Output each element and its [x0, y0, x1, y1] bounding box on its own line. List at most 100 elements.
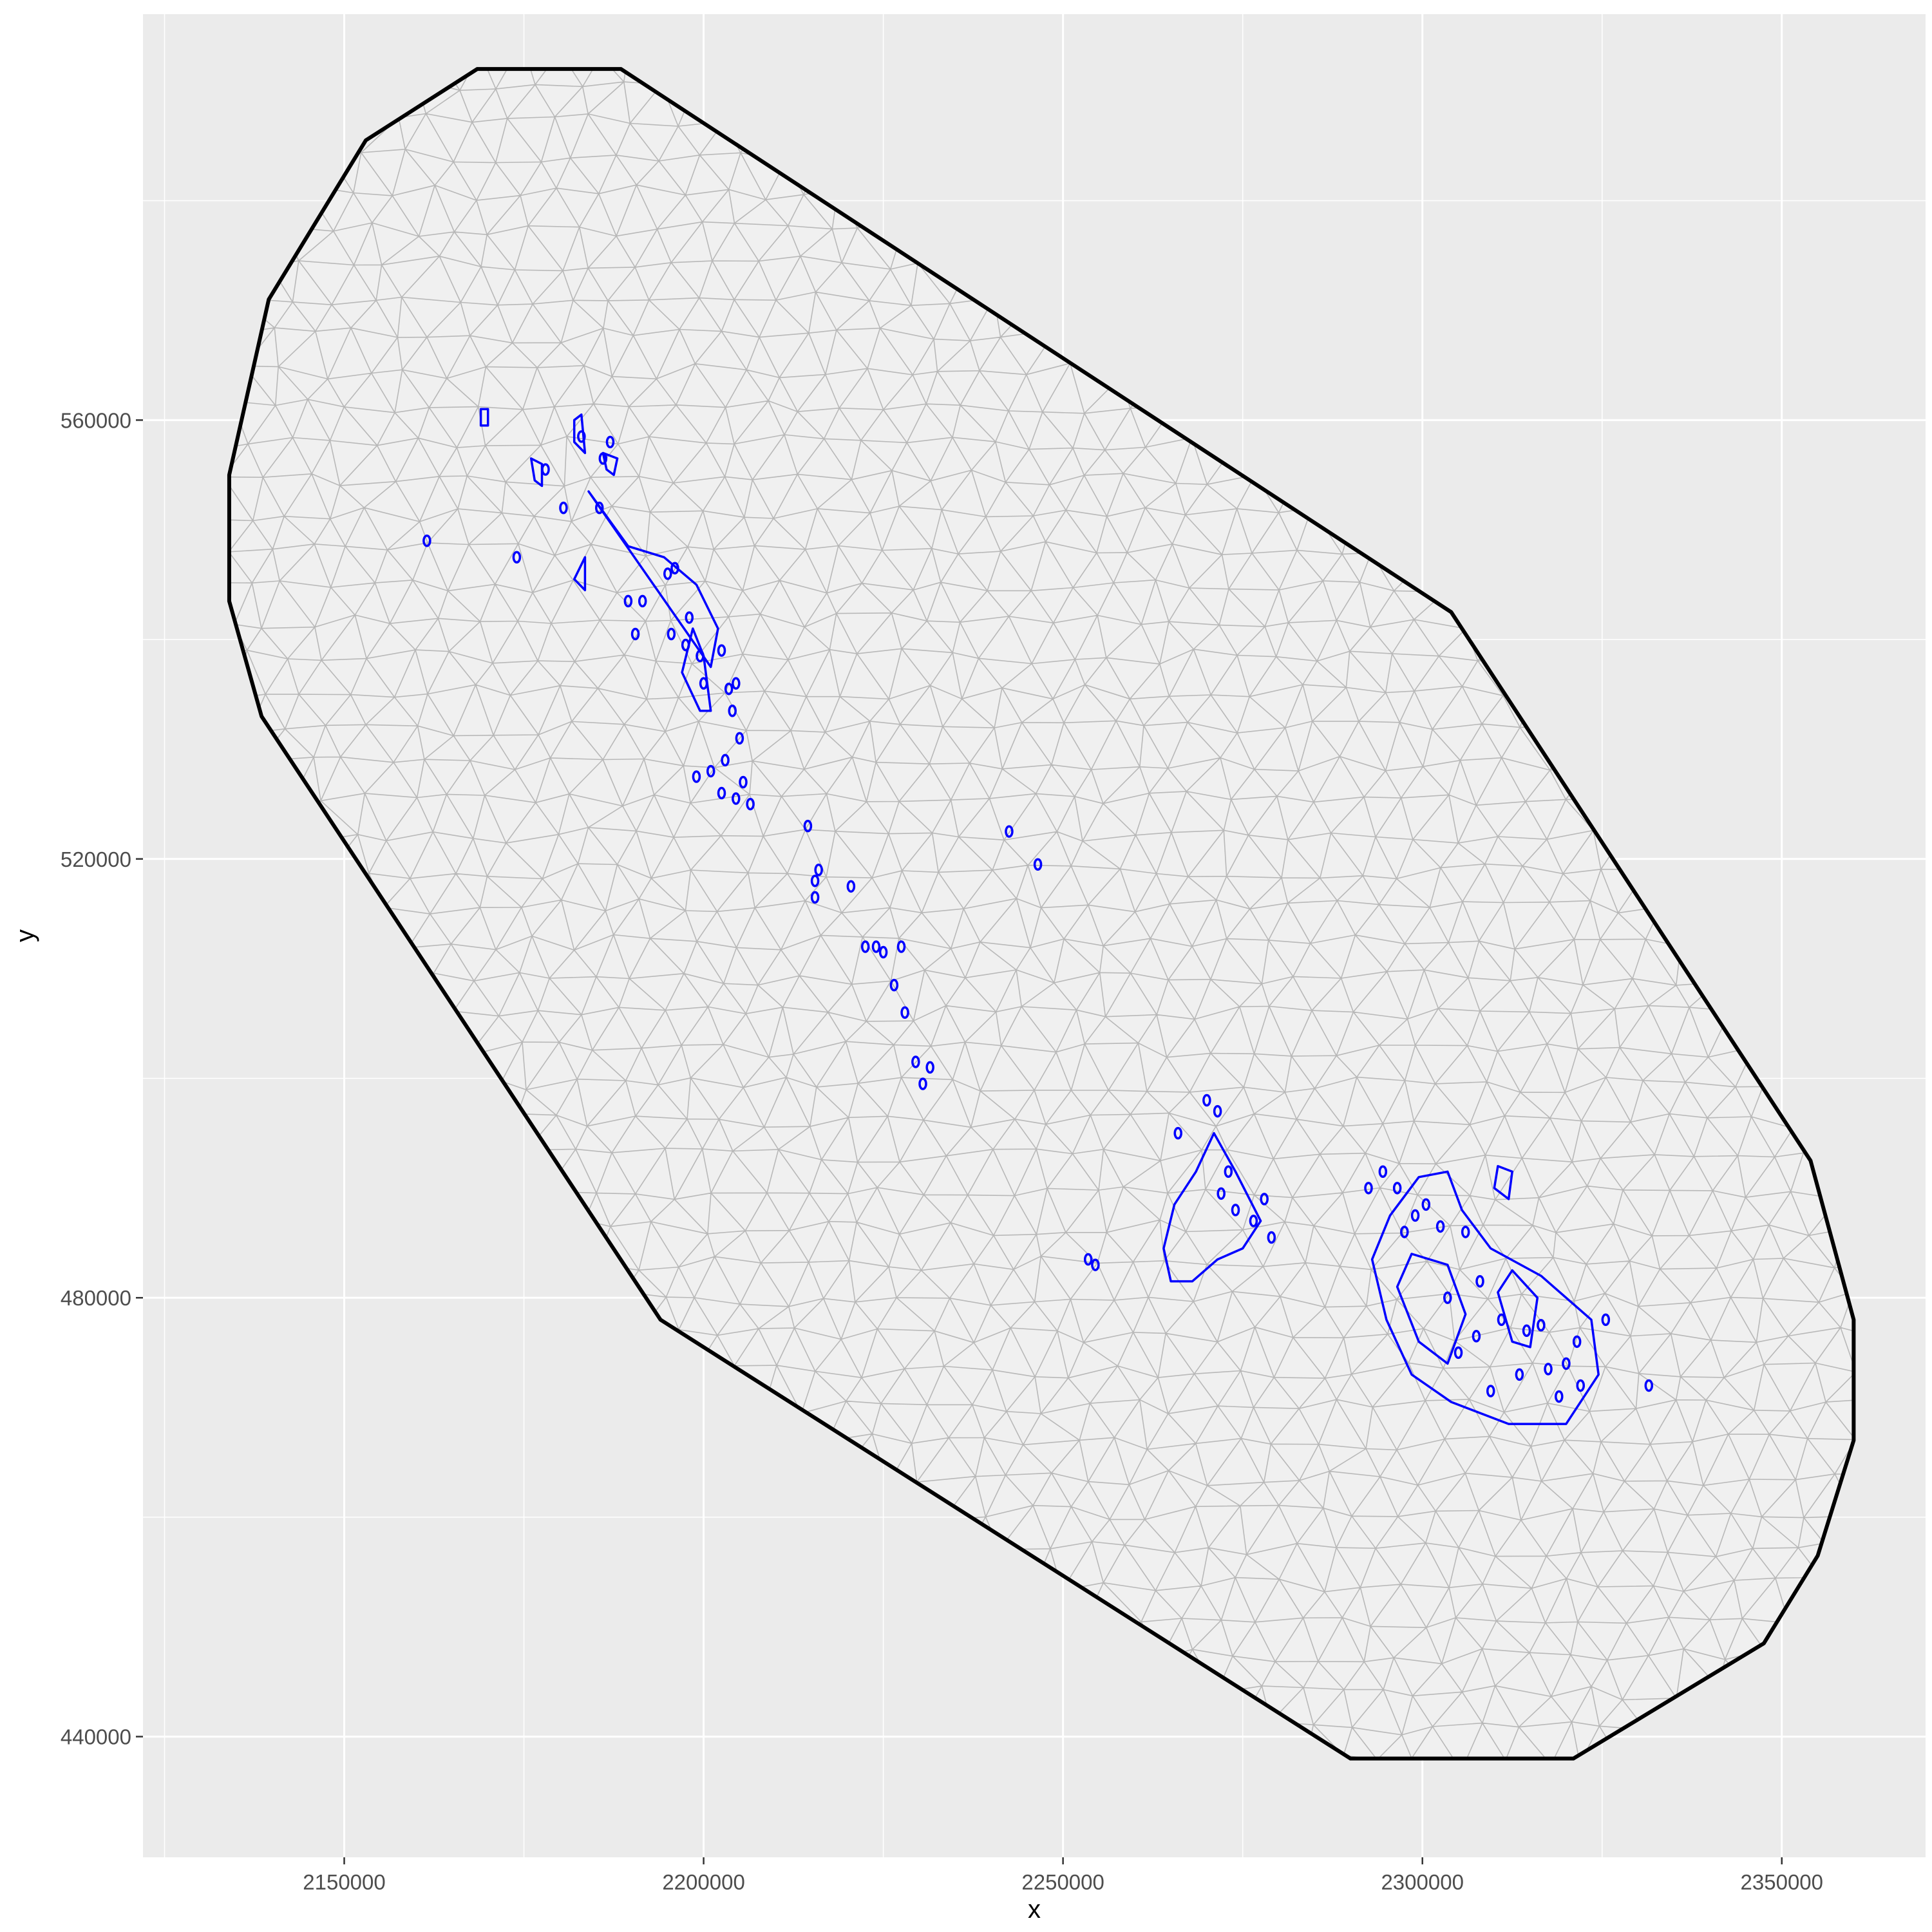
blue-small-polygon — [1461, 1226, 1470, 1238]
y-axis-title: y — [11, 929, 39, 942]
blue-small-polygon — [739, 775, 748, 789]
blue-polygon — [1370, 1170, 1600, 1425]
blue-small-polygon — [896, 940, 906, 953]
blue-small-polygon — [681, 638, 690, 652]
blue-small-polygon — [1202, 1094, 1211, 1107]
blue-small-polygon — [1522, 1324, 1531, 1338]
blue-small-polygon — [1224, 1165, 1233, 1179]
blue-small-polygon — [706, 764, 715, 778]
blue-small-polygon — [717, 786, 726, 800]
blue-small-polygon — [541, 463, 550, 476]
blue-small-polygon — [1392, 1182, 1402, 1195]
blue-small-polygon — [1364, 1182, 1373, 1195]
blue-small-polygon — [900, 1006, 909, 1019]
blue-small-polygon — [911, 1056, 920, 1068]
blue-small-polygon — [667, 627, 676, 641]
blue-small-polygon — [810, 891, 820, 904]
blue-small-polygon — [1572, 1335, 1582, 1349]
blue-small-polygon — [1217, 1187, 1226, 1200]
blue-small-polygon — [846, 880, 856, 893]
blue-small-polygon — [1544, 1363, 1553, 1376]
blue-small-polygon — [724, 682, 734, 696]
y-tick-label: 560000 — [61, 408, 131, 432]
blue-small-polygon — [721, 753, 730, 767]
blue-polygon — [529, 457, 544, 488]
blue-small-polygon — [1555, 1390, 1564, 1403]
blue-small-polygon — [670, 562, 679, 575]
blue-small-polygon — [1091, 1258, 1100, 1271]
blue-small-polygon — [1515, 1368, 1524, 1381]
blue-small-polygon — [717, 644, 726, 657]
blue-small-polygon — [735, 732, 744, 745]
blue-small-polygon — [1537, 1319, 1546, 1332]
blue-small-polygon — [1400, 1226, 1409, 1238]
blue-small-polygon — [1486, 1385, 1495, 1397]
blue-small-polygon — [803, 819, 813, 833]
mesh-boundary — [227, 67, 1856, 1761]
y-tick-label: 520000 — [61, 848, 131, 871]
mesh-fill — [229, 69, 1854, 1759]
x-tick-label: 2200000 — [662, 1870, 744, 1894]
blue-polygons — [422, 408, 1654, 1425]
blue-small-polygon — [1267, 1231, 1276, 1244]
blue-small-polygon — [1475, 1274, 1484, 1288]
blue-small-polygon — [638, 594, 647, 608]
blue-small-polygon — [512, 551, 522, 564]
blue-small-polygon — [1472, 1330, 1481, 1343]
y-tick-label: 440000 — [61, 1725, 131, 1749]
x-tick-label: 2250000 — [1021, 1870, 1104, 1894]
blue-polygon — [1396, 1253, 1467, 1365]
blue-small-polygon — [1562, 1357, 1571, 1370]
blue-polygon — [587, 490, 719, 668]
y-tick-label: 480000 — [61, 1286, 131, 1310]
blue-small-polygon — [577, 430, 586, 443]
blue-small-polygon — [860, 940, 870, 953]
blue-polygon — [479, 408, 489, 427]
blue-small-polygon — [728, 705, 737, 717]
blue-small-polygon — [878, 945, 888, 959]
blue-small-polygon — [889, 978, 899, 992]
blue-small-polygon — [732, 677, 741, 690]
blue-polygon — [601, 451, 619, 477]
blue-small-polygon — [1378, 1165, 1388, 1179]
blue-small-polygon — [1249, 1215, 1258, 1227]
blue-small-polygon — [871, 940, 881, 953]
blue-small-polygon — [1173, 1126, 1182, 1140]
blue-polygon — [573, 413, 587, 455]
blue-small-polygon — [699, 677, 708, 690]
blue-small-polygon — [605, 435, 615, 449]
blue-small-polygon — [1213, 1104, 1222, 1118]
blue-small-polygon — [598, 452, 608, 465]
blue-small-polygon — [1033, 858, 1043, 871]
x-tick-label: 2150000 — [303, 1870, 385, 1894]
blue-small-polygon — [1576, 1379, 1586, 1392]
blue-small-polygon — [692, 770, 701, 783]
blue-small-polygon — [1601, 1313, 1611, 1326]
blue-small-polygon — [1410, 1209, 1420, 1222]
blue-small-polygon — [746, 797, 755, 811]
blue-polygon — [1162, 1132, 1262, 1283]
blue-small-polygon — [696, 649, 705, 663]
blue-small-polygon — [732, 792, 741, 805]
blue-polygon — [573, 556, 587, 592]
blue-small-polygon — [810, 875, 820, 887]
x-tick-label: 2350000 — [1741, 1870, 1823, 1894]
blue-small-polygon — [1231, 1204, 1240, 1217]
blue-polygon — [1493, 1165, 1513, 1200]
blue-small-polygon — [1497, 1313, 1506, 1326]
blue-small-polygon — [1435, 1220, 1445, 1233]
x-tick-label: 2300000 — [1381, 1870, 1463, 1894]
blue-polygon — [1497, 1269, 1539, 1349]
axes: 2150000 2200000 2250000 2300000 2350000 44000… — [61, 408, 1823, 1894]
blue-small-polygon — [918, 1077, 927, 1090]
blue-small-polygon — [1083, 1253, 1093, 1266]
blue-small-polygon — [1005, 825, 1014, 838]
blue-small-polygon — [1644, 1379, 1654, 1392]
x-axis-title: x — [1028, 1895, 1041, 1924]
blue-small-polygon — [623, 594, 633, 608]
blue-small-polygon — [559, 501, 568, 515]
blue-small-polygon — [594, 501, 604, 515]
blue-small-polygon — [685, 611, 694, 624]
